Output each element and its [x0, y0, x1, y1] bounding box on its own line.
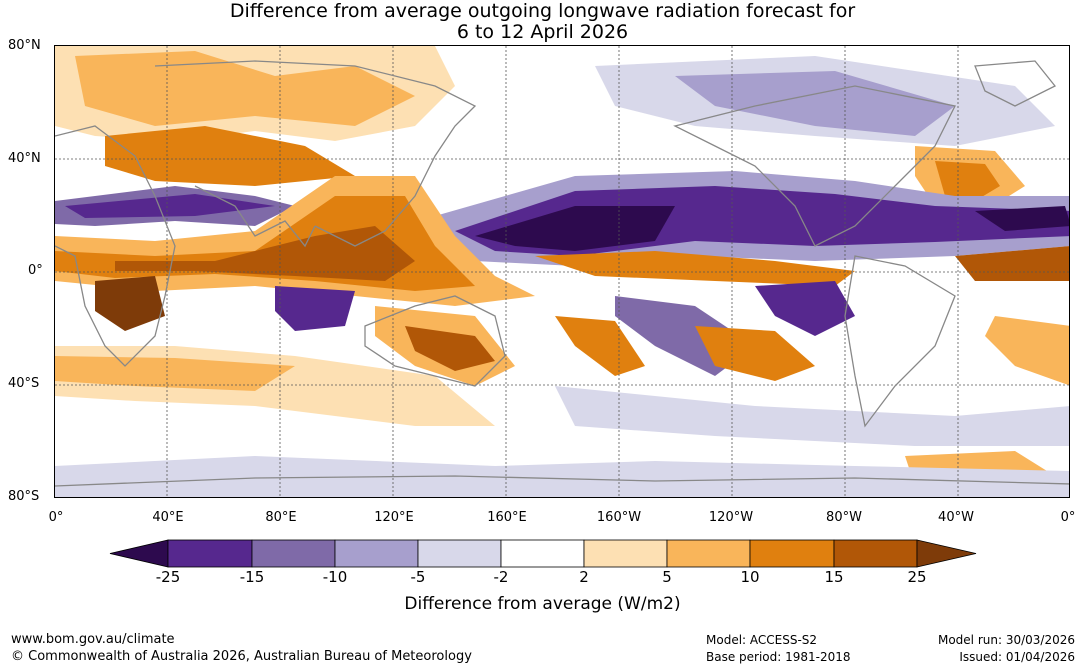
- lat-label-80n: 80°N: [8, 38, 41, 53]
- lon-label-0-end: 0°: [1060, 510, 1076, 525]
- footer-issued: Issued: 01/04/2026: [959, 650, 1075, 664]
- anomaly-sh-orange-3: [695, 326, 815, 381]
- colorbar-extend-low: [109, 539, 169, 568]
- anomaly-maritime-continent-brown: [115, 226, 415, 281]
- lon-label-40e: 40°E: [152, 510, 184, 525]
- lat-label-80s: 80°S: [8, 489, 40, 504]
- colorbar-tick: -2: [493, 568, 509, 586]
- lon-label-0: 0°: [48, 510, 64, 525]
- coast-south-america: [844, 255, 956, 428]
- anomaly-east-pacific-orange-core: [935, 161, 1000, 201]
- colorbar-segment: [666, 539, 751, 568]
- coast-greenland: [974, 60, 1057, 107]
- anomaly-sh-orange-4: [985, 316, 1069, 386]
- colorbar-title: Difference from average (W/m2): [404, 594, 681, 614]
- anomaly-sh-orange-2: [555, 316, 645, 376]
- colorbar-segment: [749, 539, 835, 568]
- colorbar-tick: 5: [662, 568, 672, 586]
- lon-label-160w: 160°W: [596, 510, 642, 525]
- lon-label-80e: 80°E: [265, 510, 297, 525]
- colorbar-tick: -25: [155, 568, 181, 586]
- colorbar-tick: -5: [410, 568, 426, 586]
- footer-model-run: Model run: 30/03/2026: [937, 633, 1075, 647]
- lon-label-160e: 160°E: [487, 510, 527, 525]
- map-title-line-2: 6 to 12 April 2026: [456, 21, 629, 43]
- coastlines: [55, 60, 1069, 487]
- anomaly-antarctic-lavender: [55, 456, 1069, 497]
- anomaly-sh-purple-3: [755, 281, 855, 336]
- colorbar-tick: -10: [322, 568, 348, 586]
- lon-label-80w: 80°W: [826, 510, 862, 525]
- coast-arabia-india: [194, 185, 316, 248]
- colorbar-segment: [334, 539, 419, 568]
- anomaly-atlantic-deep: [975, 206, 1069, 231]
- colorbar-segment: [167, 539, 253, 568]
- lon-label-40w: 40°W: [938, 510, 974, 525]
- footer-url[interactable]: www.bom.gov.au/climate: [11, 632, 175, 647]
- colorbar-segment: [833, 539, 918, 568]
- anomaly-central-pacific-deep: [475, 206, 675, 251]
- coast-africa-europe: [55, 125, 176, 367]
- anomaly-sh-purple-1: [275, 286, 355, 331]
- anomaly-southern-ocean-lavender: [555, 386, 1069, 446]
- map-title-line-1: Difference from average outgoing longwav…: [229, 0, 856, 22]
- colorbar: [109, 539, 977, 568]
- anomaly-africa-brown: [95, 276, 165, 331]
- colorbar-segment: [417, 539, 502, 568]
- lat-label-40s: 40°S: [8, 376, 40, 391]
- colorbar-tick: 25: [907, 568, 927, 586]
- footer-copyright: © Commonwealth of Australia 2026, Austra…: [11, 649, 472, 664]
- anomaly-east-pacific-equatorial-orange: [535, 251, 855, 286]
- footer-model: Model: ACCESS-S2: [706, 633, 818, 647]
- colorbar-tick: 15: [824, 568, 844, 586]
- coast-antarctica: [55, 475, 1069, 487]
- colorbar-tick: -15: [239, 568, 265, 586]
- anomaly-sh-orange-1-core: [405, 326, 495, 371]
- map-canvas: [55, 46, 1069, 497]
- coast-asia: [154, 60, 477, 247]
- coast-north-america: [673, 85, 956, 247]
- footer-base-period: Base period: 1981-2018: [706, 650, 851, 664]
- colorbar-segment: [500, 539, 585, 568]
- colorbar-tick: 2: [579, 568, 589, 586]
- lat-label-40n: 40°N: [8, 151, 41, 166]
- anomaly-north-orange-core: [75, 51, 415, 126]
- anomaly-north-orange-deep: [105, 126, 355, 186]
- lon-label-120w: 120°W: [708, 510, 754, 525]
- anomaly-sh-orange-south-core: [55, 356, 295, 391]
- lat-label-equator: 0°: [28, 263, 43, 278]
- colorbar-segment: [583, 539, 668, 568]
- anomaly-north-pacific-purple: [675, 71, 955, 136]
- coast-australia: [364, 295, 506, 387]
- colorbar-tick: 10: [740, 568, 760, 586]
- olr-anomaly-map: [54, 45, 1070, 498]
- lon-label-120e: 120°E: [374, 510, 414, 525]
- colorbar-segment: [251, 539, 336, 568]
- map-gridlines: [55, 46, 1069, 497]
- colorbar-extend-high: [916, 539, 977, 568]
